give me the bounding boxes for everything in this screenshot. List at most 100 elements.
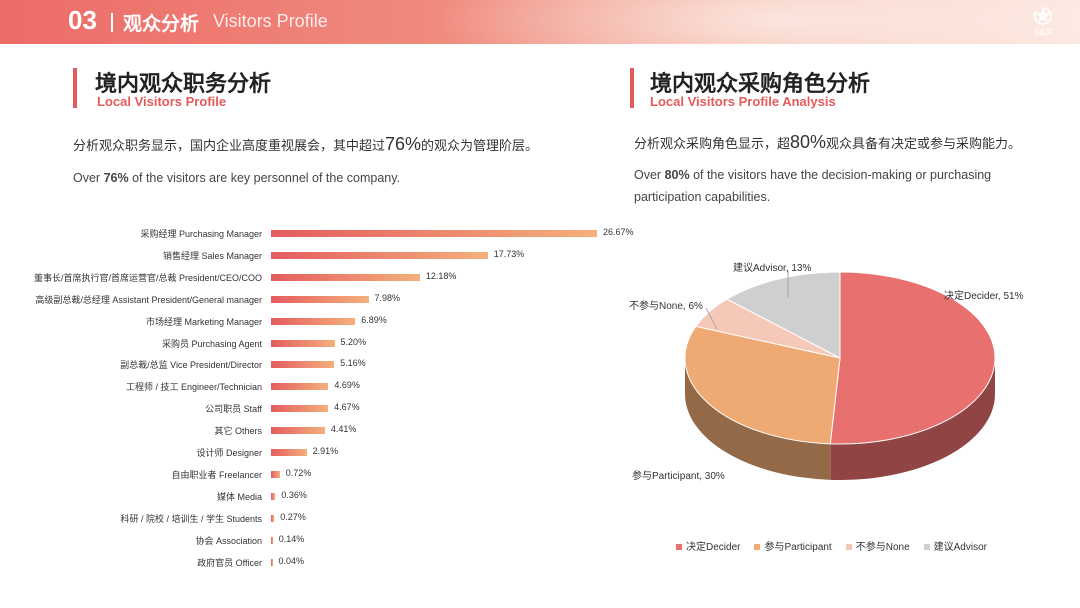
pie-side-walls <box>685 358 995 480</box>
right-desc-cn-text: 分析观众采购角色显示，超 <box>634 136 791 151</box>
right-description-cn: 分析观众采购角色显示，超80%观众具备有决定或参与采购能力。 <box>634 132 1021 153</box>
legend-item: 决定Decider <box>676 538 740 553</box>
bar-value-label: 5.20% <box>340 336 367 347</box>
bar-value-label: 7.98% <box>374 292 401 303</box>
legend-item: 不参与None <box>845 538 910 553</box>
bar <box>271 514 275 522</box>
legend-label: 建议Advisor <box>933 542 987 553</box>
bar-value-label: 4.67% <box>334 402 360 413</box>
bar-category-label: 工程师 / 技工 Engineer/Technician <box>125 382 262 393</box>
left-description-cn: 分析观众职务显示，国内企业高度重视展会，其中超过76%的观众为管理阶层。 <box>73 134 538 155</box>
bar-row: 公司职员 Staff 4.67% <box>0 399 660 419</box>
bar <box>271 295 369 303</box>
bar <box>271 230 597 237</box>
title-accent-bar <box>73 68 77 108</box>
bar-value-label: 0.04% <box>278 555 305 566</box>
bar-category-label: 媒体 Media <box>216 491 262 502</box>
bar-row: 设计师 Designer 2.91% <box>0 443 660 463</box>
legend-item: 建议Advisor <box>923 538 987 553</box>
right-desc-en-bold: 80% <box>664 168 690 182</box>
bar-row: 市场经理 Marketing Manager 6.89% <box>0 312 660 332</box>
left-desc-en-bold: 76% <box>103 171 129 185</box>
pie-slice-side <box>685 358 831 480</box>
bar-row: 工程师 / 技工 Engineer/Technician 4.69% <box>0 377 660 397</box>
bar-category-label: 协会 Association <box>195 535 262 546</box>
bar-row: 董事长/首席执行官/首席运营官/总裁 President/CEO/COO 12.1… <box>0 268 660 288</box>
legend-swatch <box>923 544 930 551</box>
legend-swatch <box>754 544 761 551</box>
left-desc-cn-highlight: 76% <box>385 134 422 154</box>
bar-row: 其它 Others 4.41% <box>0 421 660 441</box>
right-desc-cn-highlight: 80% <box>790 132 827 152</box>
header-decoration <box>430 0 1080 44</box>
section-header: 03 观众分析 Visitors Profile SILF <box>0 0 1080 44</box>
bar-value-label: 6.89% <box>361 314 387 325</box>
bar-row: 科研 / 院校 / 培训生 / 学生 Students 0.27% <box>0 509 660 529</box>
section-title-cn: 观众分析 <box>123 14 200 35</box>
section-title-en: Visitors Profile <box>213 11 328 31</box>
left-description-en: Over 76% of the visitors are key personn… <box>73 167 553 189</box>
pie-slice <box>829 271 996 445</box>
bar-value-label: 0.36% <box>281 489 307 500</box>
bar-category-label: 其它 Others <box>214 426 262 437</box>
bar-category-label: 采购员 Purchasing Agent <box>161 338 262 349</box>
bar-value-label: 26.67% <box>603 227 634 237</box>
bar-row: 自由职业者 Freelancer 0.72% <box>0 465 660 485</box>
bar-value-label: 4.41% <box>330 424 357 435</box>
left-desc-cn-text: 分析观众职务显示，国内企业高度重视展会，其中超过 <box>73 138 386 153</box>
right-title-en: Local Visitors Profile Analysis <box>650 94 836 109</box>
bar <box>271 405 329 413</box>
bar-value-label: 0.14% <box>278 533 305 544</box>
right-description-en: Over 80% of the visitors have the decisi… <box>634 164 1034 208</box>
right-desc-en-text: Over <box>634 168 665 182</box>
bar <box>271 383 329 391</box>
legend-label: 参与Participant <box>764 542 832 553</box>
left-desc-cn-text-end: 的观众为管理阶层。 <box>421 138 539 153</box>
bar-category-label: 科研 / 院校 / 培训生 / 学生 Students <box>120 513 262 524</box>
bar <box>271 339 335 347</box>
left-title-en: Local Visitors Profile <box>97 94 227 109</box>
bar-row: 副总裁/总监 Vice President/Director 5.16% <box>0 355 660 375</box>
logo-text: SILF <box>1034 28 1052 37</box>
bar <box>271 317 356 325</box>
legend-label: 不参与None <box>855 542 910 553</box>
right-desc-en-text-end: of the visitors have the decision-making… <box>634 168 992 204</box>
pie-legend: 决定Decider 参与Participant 不参与None 建议Advisor <box>676 538 1001 553</box>
pie-slice <box>725 271 841 359</box>
bar-category-label: 销售经理 Sales Manager <box>162 250 262 261</box>
bar-value-label: 17.73% <box>493 248 525 259</box>
bar <box>271 361 335 369</box>
section-number: 03 <box>68 5 97 35</box>
bar <box>271 449 307 456</box>
legend-swatch <box>845 544 852 551</box>
bar-category-label: 高级副总裁/总经理 Assistant President/General ma… <box>35 294 262 305</box>
left-desc-en-text-end: of the visitors are key personnel of the… <box>128 171 401 185</box>
bar-category-label: 自由职业者 Freelancer <box>171 469 262 480</box>
bar-value-label: 4.69% <box>334 380 360 391</box>
bar <box>271 470 280 478</box>
bar <box>271 427 325 435</box>
bar-value-label: 0.27% <box>280 511 306 522</box>
pie-data-label: 建议Advisor, 13% <box>733 263 812 274</box>
brand-logo: SILF <box>1028 4 1058 40</box>
bar-category-label: 董事长/首席执行官/首席运营官/总裁 President/CEO/COO <box>33 272 262 283</box>
bar <box>271 273 420 281</box>
bar-row: 销售经理 Sales Manager 17.73% <box>0 246 660 266</box>
bar-value-label: 2.91% <box>312 446 339 456</box>
right-desc-cn-text-end: 观众具备有决定或参与采购能力。 <box>826 136 1022 151</box>
bar-row: 协会 Association 0.14% <box>0 531 660 551</box>
purchasing-role-pie-chart <box>684 271 996 480</box>
bar-row: 政府官员 Officer 0.04% <box>0 553 660 573</box>
pie-slice <box>684 325 841 445</box>
bar-value-label: 0.72% <box>285 467 312 478</box>
right-title-cn: 境内观众采购角色分析 <box>650 71 871 96</box>
legend-label: 决定Decider <box>686 542 741 553</box>
bar <box>271 558 273 566</box>
bar-value-label: 12.18% <box>425 270 457 281</box>
legend-item: 参与Participant <box>754 538 832 553</box>
bar-category-label: 采购经理 Purchasing Manager <box>140 229 262 239</box>
bar-row: 高级副总裁/总经理 Assistant President/General ma… <box>0 290 660 310</box>
job-title-bar-chart: 采购经理 Purchasing Manager 26.67% 销售经理 Sales … <box>0 224 660 574</box>
logo-icon <box>1034 7 1052 25</box>
pie-data-label: 不参与None, 6% <box>629 301 703 312</box>
